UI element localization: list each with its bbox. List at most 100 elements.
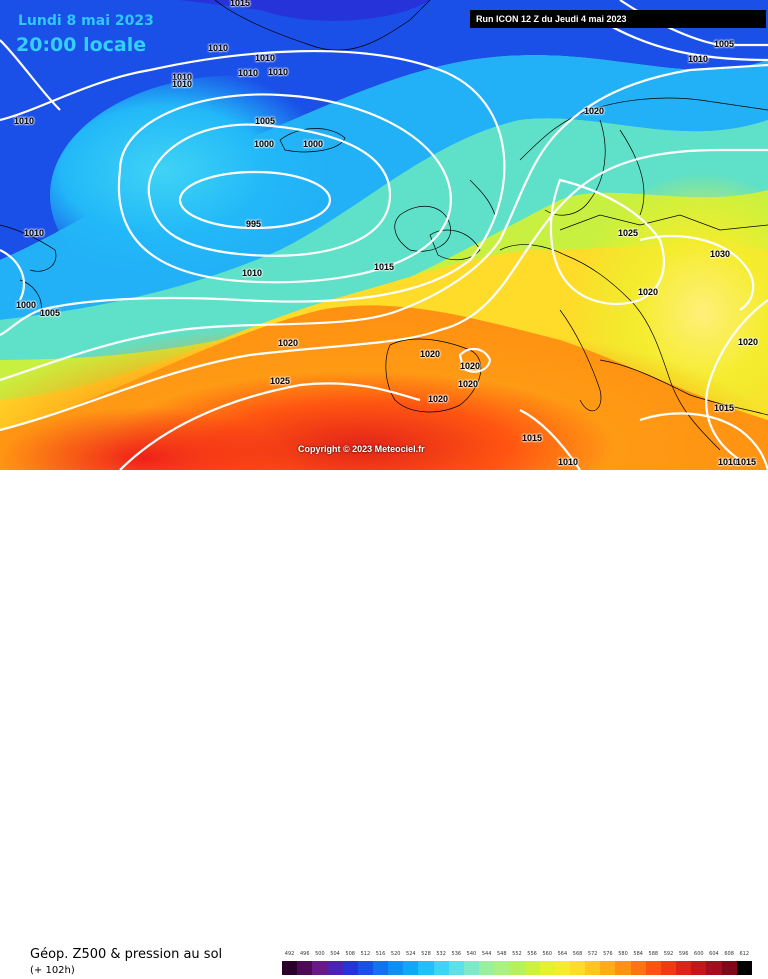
isobar-label: 1010 bbox=[208, 43, 229, 53]
color-scale-swatch bbox=[721, 961, 737, 975]
color-scale-tick: 584 bbox=[633, 951, 643, 957]
color-scale-swatch bbox=[585, 961, 601, 975]
isobar-label: 995 bbox=[246, 219, 262, 229]
color-scale-swatch bbox=[327, 961, 343, 975]
color-scale-tick: 544 bbox=[481, 951, 492, 957]
isobar-1005-ne bbox=[619, 0, 768, 47]
color-scale-tick: 600 bbox=[694, 951, 704, 957]
color-scale-swatch bbox=[494, 961, 510, 975]
color-scale-swatch bbox=[509, 961, 525, 975]
color-scale-swatch bbox=[676, 961, 692, 975]
color-scale-swatch bbox=[297, 961, 313, 975]
isobar-1005 bbox=[117, 93, 452, 284]
isobar-1015-south bbox=[519, 409, 581, 470]
color-scale-tick: 528 bbox=[421, 951, 431, 957]
color-scale-swatch bbox=[282, 961, 298, 975]
cold-core bbox=[0, 0, 430, 21]
color-scale-tick: 580 bbox=[618, 951, 628, 957]
map-canvas bbox=[0, 0, 768, 470]
color-scale-tick: 532 bbox=[436, 951, 446, 957]
color-scale-swatch bbox=[630, 961, 646, 975]
isobar-label: 1020 bbox=[428, 394, 449, 404]
isobar-1015-nw bbox=[0, 39, 61, 111]
isobar-label: 1010 bbox=[255, 53, 276, 63]
isobar-label: 1015 bbox=[230, 0, 251, 8]
isobar-label: 1010 bbox=[172, 72, 193, 82]
color-scale-tick: 492 bbox=[284, 951, 295, 957]
isobar-label: 1015 bbox=[522, 433, 543, 443]
isobar-1015-se bbox=[639, 412, 768, 470]
isobar-label: 1000 bbox=[303, 139, 324, 149]
isobar-1025 bbox=[119, 382, 421, 470]
color-scale-tick: 564 bbox=[557, 951, 568, 957]
isobar-1020-iberia bbox=[458, 347, 492, 373]
color-scale-tick: 508 bbox=[345, 951, 355, 957]
isobar-label: 1010 bbox=[238, 68, 259, 78]
isobar-label: 1010 bbox=[718, 457, 739, 467]
color-scale-tick: 592 bbox=[663, 951, 674, 957]
isobar-label: 1025 bbox=[270, 376, 291, 386]
isobars bbox=[0, 0, 768, 470]
color-scale-tick: 548 bbox=[496, 951, 507, 957]
color-scale-tick: 536 bbox=[451, 951, 462, 957]
color-scale-swatch bbox=[312, 961, 328, 975]
isobar-label: 1020 bbox=[638, 287, 659, 297]
isobar-label: 1020 bbox=[278, 338, 299, 348]
color-scale-swatch bbox=[463, 961, 480, 975]
color-scale-swatch bbox=[539, 961, 555, 975]
cold-band-deep bbox=[0, 0, 768, 260]
isobar-label: 1015 bbox=[374, 262, 395, 272]
isobar-label: 1010 bbox=[242, 268, 263, 278]
color-scale-swatch bbox=[569, 961, 586, 975]
color-scale-tick: 512 bbox=[360, 951, 371, 957]
color-scale-swatch bbox=[372, 961, 389, 975]
color-scale-swatch bbox=[403, 961, 419, 975]
color-scale-tick: 520 bbox=[390, 951, 401, 957]
color-scale-tick: 560 bbox=[542, 951, 552, 957]
isobar-label: 1005 bbox=[714, 39, 735, 49]
color-scale-swatch bbox=[554, 961, 570, 975]
isobar-label: 1020 bbox=[458, 379, 479, 389]
color-scale-swatch bbox=[342, 961, 358, 975]
isobar-1020-east bbox=[705, 299, 768, 461]
forecast-local-time: 20:00 locale bbox=[16, 34, 147, 56]
color-scale-tick: 608 bbox=[724, 951, 734, 957]
color-scale-tick: 572 bbox=[587, 951, 598, 957]
color-scale-swatch bbox=[600, 961, 616, 975]
isobar-1010-w bbox=[0, 249, 25, 301]
isobar-995 bbox=[178, 170, 332, 230]
color-scale-tick: 596 bbox=[678, 951, 689, 957]
isobar-label: 1020 bbox=[420, 349, 441, 359]
isobar-label: 1020 bbox=[584, 106, 605, 116]
color-scale-swatch bbox=[660, 961, 677, 975]
isobar-1020 bbox=[0, 148, 768, 432]
color-scale-tick: 556 bbox=[527, 951, 537, 957]
color-scale-tick: 552 bbox=[512, 951, 522, 957]
coastlines bbox=[0, 0, 768, 451]
isobar-label: 1020 bbox=[738, 337, 759, 347]
color-scale-tick: 496 bbox=[299, 951, 310, 957]
isobar-label: 1010 bbox=[172, 79, 193, 89]
color-scale-tick: 524 bbox=[406, 951, 416, 957]
isobar-label: 1010 bbox=[268, 67, 289, 77]
color-scale-swatch bbox=[615, 961, 631, 975]
isobar-1000 bbox=[147, 123, 392, 257]
isobar-label: 1010 bbox=[24, 228, 45, 238]
color-scale-tick: 516 bbox=[375, 951, 386, 957]
color-scale-tick: 504 bbox=[330, 951, 340, 957]
color-scale-swatch bbox=[357, 961, 373, 975]
color-scale-tick: 568 bbox=[572, 951, 583, 957]
color-scale-swatches bbox=[282, 961, 752, 975]
color-scale-swatch bbox=[524, 961, 540, 975]
color-scale-tick: 576 bbox=[603, 951, 613, 957]
color-scale-tick: 500 bbox=[315, 951, 325, 957]
color-scale-swatch bbox=[448, 961, 464, 975]
isobar-label: 1030 bbox=[710, 249, 731, 259]
color-scale-swatch bbox=[388, 961, 404, 975]
copyright-text: Copyright © 2023 Meteociel.fr bbox=[298, 444, 425, 454]
isobar-label: 1010 bbox=[14, 116, 35, 126]
isobar-1015 bbox=[0, 63, 768, 382]
isobar-1010-ne bbox=[599, 19, 768, 62]
hot-core-west bbox=[0, 300, 480, 470]
color-scale-swatch bbox=[736, 961, 752, 975]
